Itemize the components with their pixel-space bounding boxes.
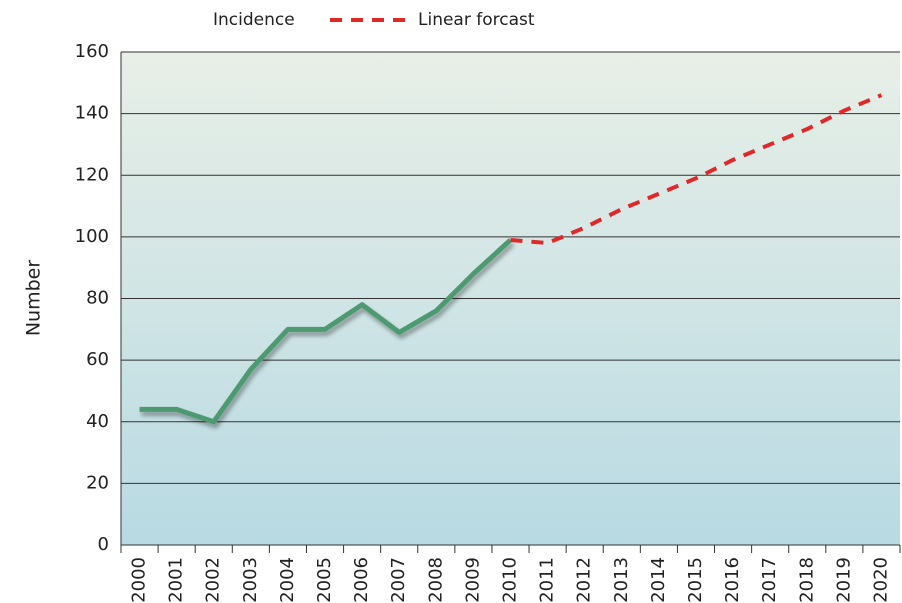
x-tick-label: 2013 <box>611 557 632 603</box>
x-tick-label: 2000 <box>129 557 150 603</box>
y-tick-label: 120 <box>75 164 109 185</box>
x-tick-label: 2006 <box>351 557 372 603</box>
x-tick-label: 2019 <box>833 557 854 603</box>
y-tick-label: 40 <box>86 411 109 432</box>
y-tick-label: 0 <box>98 534 109 555</box>
x-tick-label: 2009 <box>462 557 483 603</box>
x-tick-label: 2001 <box>166 557 187 603</box>
x-tick-label: 2010 <box>500 557 521 603</box>
x-tick-label: 2018 <box>796 557 817 603</box>
x-tick-label: 2011 <box>537 557 558 603</box>
x-tick-label: 2012 <box>574 557 595 603</box>
y-tick-label: 20 <box>86 472 109 493</box>
x-tick-label: 2002 <box>203 557 224 603</box>
x-tick-label: 2020 <box>870 557 891 603</box>
y-tick-label: 60 <box>86 349 109 370</box>
legend-label: Incidence <box>213 10 295 30</box>
x-tick-label: 2007 <box>388 557 409 603</box>
y-tick-label: 160 <box>75 41 109 62</box>
x-tick-label: 2015 <box>685 557 706 603</box>
x-tick-label: 2005 <box>314 557 335 603</box>
x-tick-label: 2004 <box>277 557 298 603</box>
y-tick-label: 80 <box>86 288 109 309</box>
x-tick-label: 2017 <box>759 557 780 603</box>
x-tick-label: 2016 <box>722 557 743 603</box>
y-axis-label: Number <box>23 260 45 337</box>
y-tick-label: 140 <box>75 103 109 124</box>
x-tick-label: 2014 <box>648 557 669 603</box>
legend-label: Linear forcast <box>418 10 535 30</box>
x-tick-label: 2008 <box>425 557 446 603</box>
x-tick-label: 2003 <box>240 557 261 603</box>
y-tick-label: 100 <box>75 226 109 247</box>
series-line <box>510 93 883 246</box>
series-line <box>139 238 513 425</box>
